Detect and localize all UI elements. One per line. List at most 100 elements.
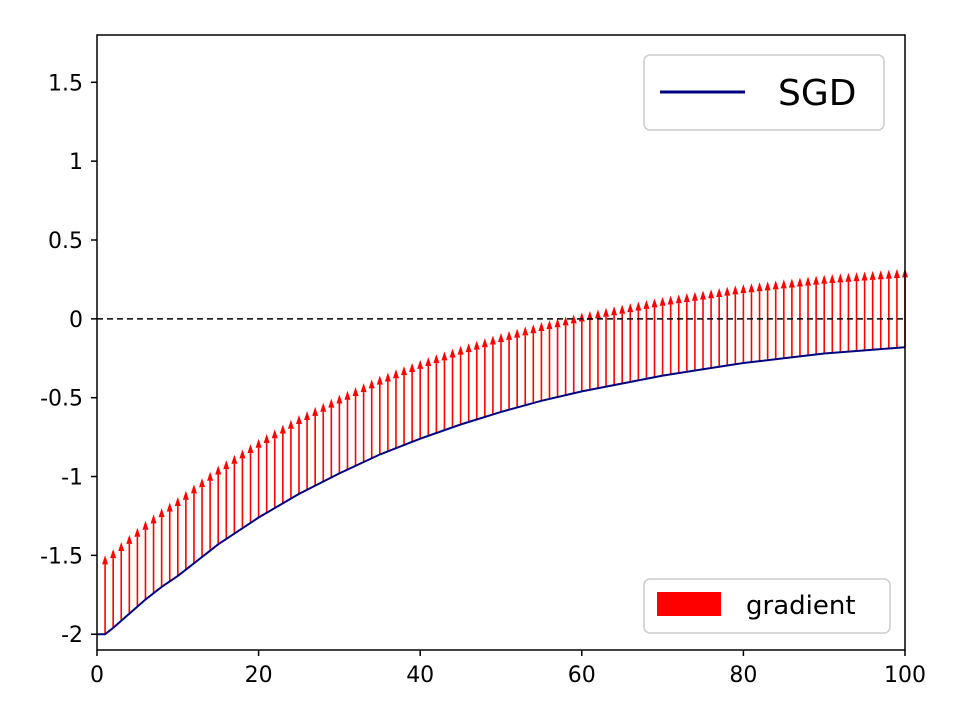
gradient-arrow bbox=[603, 307, 610, 387]
gradient-arrow bbox=[457, 345, 464, 425]
gradient-arrow-head bbox=[328, 398, 335, 408]
gradient-arrow bbox=[409, 363, 416, 442]
gradient-arrow bbox=[586, 310, 593, 390]
gradient-arrow-head bbox=[158, 508, 165, 518]
gradient-arrow bbox=[352, 386, 359, 466]
gradient-arrow-head bbox=[764, 281, 771, 291]
gradient-arrow bbox=[433, 354, 440, 434]
gradient-arrow-head bbox=[401, 366, 408, 376]
legend-sgd-label: SGD bbox=[778, 73, 856, 114]
gradient-arrow-head bbox=[594, 309, 601, 319]
y-tick-label: 0.5 bbox=[48, 229, 83, 254]
gradient-arrow-head bbox=[498, 333, 504, 343]
gradient-arrow bbox=[312, 406, 319, 486]
gradient-arrow bbox=[465, 343, 472, 422]
gradient-arrow bbox=[764, 281, 771, 361]
gradient-arrow bbox=[328, 398, 335, 478]
gradient-arrow-head bbox=[691, 291, 698, 301]
gradient-arrow-head bbox=[700, 290, 706, 300]
x-tick-label: 0 bbox=[90, 663, 104, 688]
gradient-arrow-head bbox=[667, 295, 674, 305]
gradient-arrow bbox=[231, 454, 238, 534]
gradient-arrow bbox=[700, 290, 706, 370]
gradient-arrow bbox=[360, 383, 367, 463]
gradient-arrow bbox=[263, 433, 270, 513]
gradient-arrow bbox=[893, 269, 900, 348]
gradient-arrow-head bbox=[392, 369, 399, 379]
gradient-arrow-head bbox=[788, 278, 795, 288]
gradient-arrow-head bbox=[368, 379, 375, 389]
gradient-arrow bbox=[271, 429, 278, 509]
gradient-arrow-head bbox=[279, 424, 286, 434]
gradient-arrow bbox=[368, 379, 375, 459]
gradient-arrow bbox=[748, 283, 755, 363]
gradient-arrow-head bbox=[174, 497, 181, 507]
gradient-arrow bbox=[384, 372, 391, 452]
gradient-arrow-head bbox=[611, 306, 618, 316]
gradient-arrow bbox=[255, 438, 262, 518]
gradient-arrow-head bbox=[837, 273, 844, 283]
gradient-arrow bbox=[813, 275, 820, 355]
gradient-arrow bbox=[279, 424, 286, 504]
gradient-arrow bbox=[498, 333, 504, 412]
gradient-arrow-head bbox=[223, 460, 230, 470]
gradient-arrow bbox=[182, 490, 189, 570]
gradient-arrow bbox=[506, 330, 513, 410]
gradient-arrow-head bbox=[813, 275, 820, 285]
gradient-arrow-head bbox=[885, 269, 892, 279]
gradient-arrow bbox=[344, 390, 351, 470]
gradient-arrow-head bbox=[118, 541, 125, 551]
gradient-arrow-head bbox=[708, 289, 715, 299]
gradient-arrow-head bbox=[352, 386, 359, 396]
gradient-arrow-head bbox=[506, 330, 513, 340]
gradient-arrow bbox=[336, 394, 343, 474]
gradient-arrow bbox=[780, 279, 787, 359]
gradient-arrow bbox=[150, 514, 157, 594]
sgd-series-line bbox=[97, 346, 906, 636]
gradient-arrow bbox=[287, 419, 294, 499]
gradient-arrow-head bbox=[239, 449, 246, 459]
gradient-arrow-head bbox=[603, 307, 610, 317]
gradient-arrow bbox=[142, 520, 149, 600]
gradient-arrow-head bbox=[732, 285, 739, 295]
gradient-arrow-head bbox=[384, 372, 391, 382]
gradient-arrow bbox=[724, 286, 731, 366]
gradient-arrow bbox=[247, 444, 254, 523]
gradient-arrow-head bbox=[320, 402, 327, 412]
gradient-arrow bbox=[166, 502, 173, 582]
gradient-arrow-head bbox=[772, 280, 779, 290]
gradient-arrow-head bbox=[166, 502, 173, 512]
gradient-arrow-head bbox=[376, 375, 383, 385]
gradient-arrow-head bbox=[869, 270, 876, 280]
gradient-arrow bbox=[296, 415, 302, 494]
gradient-arrow bbox=[651, 298, 658, 378]
legend-gradient: gradient bbox=[643, 578, 891, 634]
gradient-arrow-head bbox=[215, 465, 222, 475]
gradient-arrow-head bbox=[473, 340, 480, 350]
gradient-arrow bbox=[829, 274, 836, 353]
gradient-arrow bbox=[530, 324, 537, 404]
gradient-arrow-head bbox=[296, 415, 302, 425]
gradient-arrow-head bbox=[627, 303, 634, 313]
x-tick-label: 80 bbox=[729, 663, 757, 688]
gradient-arrow bbox=[417, 359, 424, 439]
gradient-arrow-head bbox=[344, 390, 351, 400]
gradient-arrow-head bbox=[675, 294, 682, 304]
gradient-arrow bbox=[772, 280, 779, 360]
gradient-arrow-head bbox=[231, 454, 238, 464]
y-tick-label: -1.5 bbox=[40, 544, 83, 569]
gradient-arrow bbox=[594, 309, 601, 389]
gradient-arrow bbox=[861, 271, 868, 351]
gradient-arrow bbox=[215, 465, 222, 545]
gradient-arrow bbox=[635, 301, 642, 381]
gradient-arrow-head bbox=[619, 304, 626, 314]
gradient-arrow bbox=[401, 366, 408, 445]
gradient-arrow bbox=[110, 549, 117, 628]
gradient-arrow bbox=[546, 320, 553, 399]
gradient-arrow-head bbox=[546, 320, 553, 330]
gradient-arrow-head bbox=[360, 383, 367, 393]
gradient-arrow-head bbox=[538, 322, 545, 331]
gradient-arrow-head bbox=[312, 406, 319, 416]
gradient-arrow-head bbox=[877, 270, 884, 280]
